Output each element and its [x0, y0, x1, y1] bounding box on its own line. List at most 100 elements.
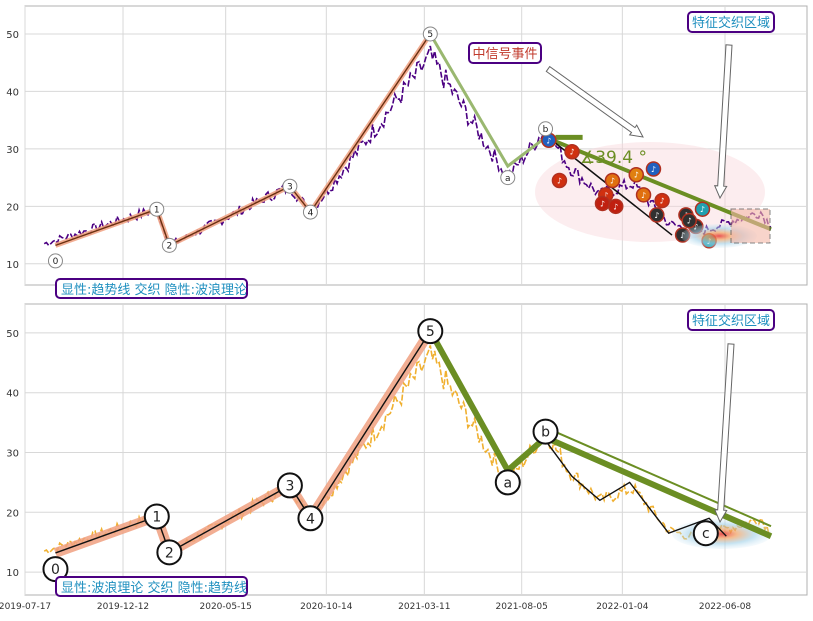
wave-label-circle	[538, 121, 554, 137]
wave-label-circle	[422, 26, 438, 42]
event-marker-glyph: ♪	[569, 148, 574, 157]
wave-correction-line	[429, 33, 547, 169]
event-marker-glyph: ♪	[651, 165, 656, 174]
event-marker	[564, 143, 580, 160]
wave-label-0: 0	[47, 253, 63, 269]
wave-line	[55, 33, 431, 247]
wave-label-2: 2	[156, 539, 183, 566]
wave-label-text: 4	[308, 208, 314, 218]
x-tick-label: 2022-06-08	[699, 602, 752, 612]
callout-text: 特征交织区域	[692, 313, 770, 329]
wave-label-text: 3	[287, 182, 293, 192]
event-marker	[635, 187, 652, 203]
wave-label-circle	[692, 520, 719, 547]
trend-line	[545, 426, 772, 528]
x-tick-label: 2020-05-15	[200, 602, 252, 612]
wave-label-circle	[161, 237, 177, 253]
feature-arrow	[713, 44, 733, 200]
wave-label-circle	[532, 418, 559, 445]
feature-arrow	[714, 343, 735, 524]
wave-label-text: 1	[152, 510, 161, 526]
wave-label-text: a	[503, 475, 512, 491]
x-tick-label: 2021-08-05	[496, 602, 548, 612]
event-marker	[551, 172, 568, 189]
top-wave-lines	[54, 32, 772, 248]
wave-label-text: a	[505, 174, 511, 184]
event-marker-glyph: ♪	[600, 199, 605, 208]
wave-label-5: 5	[422, 26, 438, 42]
x-tick-label: 2019-07-17	[0, 602, 51, 612]
callout-box	[468, 42, 542, 64]
y-tick-label: 40	[6, 87, 19, 98]
bottom-heat-zone	[672, 519, 772, 549]
wave-label-circle	[149, 201, 165, 217]
wave-label-text: 0	[51, 562, 60, 578]
wave-label-circle	[417, 318, 444, 345]
wave-label-circle	[282, 178, 298, 194]
wave-label-text: 2	[167, 242, 173, 252]
wave-label-text: 3	[285, 478, 294, 494]
x-axis-ticks: 2019-07-17 2019-12-12 2020-05-15 2020-10-14…	[0, 602, 751, 612]
wave-label-5: 5	[417, 318, 444, 345]
event-marker	[607, 198, 624, 215]
event-marker-glyph: ♪	[610, 176, 615, 185]
wave-label-c: c	[692, 520, 719, 547]
y-tick-label: 30	[6, 145, 19, 156]
y-tick-label: 20	[6, 202, 19, 213]
wave-label-a: a	[494, 469, 521, 496]
bottom-panel: 10 20 30 40 50 特征交织区域 0 1 2 3 4 5 a b c 显性:波浪理论 交织 隐…	[0, 303, 808, 612]
wave-label-text: b	[541, 425, 550, 441]
wave-label-text: b	[543, 125, 549, 135]
top-corner-label: 显性:趋势线 交织 隐性:波浪理论	[55, 278, 248, 299]
top-event-markers: ♪♪♪♪♪♪♪♪♪♪♪♪♪♪♪♪♪♪	[541, 132, 717, 249]
y-tick-label: 10	[6, 260, 19, 271]
wave-label-3: 3	[282, 178, 298, 194]
y-tick-label: 50	[6, 329, 19, 340]
bottom-corner-label-text: 显性:波浪理论 交织 隐性:趋势线	[61, 580, 247, 596]
wave-label-circle	[302, 204, 318, 220]
wave-label-text: 5	[427, 30, 433, 40]
event-marker-glyph: ♪	[603, 191, 608, 200]
y-tick-label: 40	[6, 389, 19, 400]
event-marker	[694, 201, 711, 217]
wave-label-circle	[47, 253, 63, 269]
callout-box	[687, 309, 775, 331]
event-marker	[645, 161, 662, 177]
wave-label-circle	[500, 170, 516, 186]
bottom-wave-labels: 0 1 2 3 4 5 a b c	[42, 318, 719, 583]
wave-label-text: c	[702, 526, 710, 542]
wave-label-b: b	[532, 418, 559, 445]
zigzag-line	[544, 440, 727, 537]
event-marker	[628, 166, 645, 183]
bottom-callouts: 特征交织区域	[687, 309, 775, 524]
event-marker	[681, 212, 697, 229]
top-wave-labels: 0 1 2 3 4 5 a b	[47, 26, 554, 269]
event-marker-glyph: ♪	[634, 171, 639, 180]
wave-label-text: 4	[306, 511, 315, 527]
event-marker	[654, 192, 670, 209]
wave-label-1: 1	[149, 201, 165, 217]
event-marker	[604, 172, 621, 189]
x-tick-label: 2019-12-12	[97, 602, 149, 612]
wave-label-4: 4	[302, 204, 318, 220]
top-y-ticks: 10 20 30 40 50	[6, 30, 19, 271]
x-tick-label: 2020-10-14	[300, 602, 353, 612]
wave-label-text: 1	[154, 205, 160, 215]
callout-signal-event: 中信号事件	[468, 42, 542, 64]
bottom-corner-label: 显性:波浪理论 交织 隐性:趋势线	[55, 576, 248, 597]
top-callouts: 中信号事件 特征交织区域	[468, 11, 775, 200]
bottom-corner-label-box	[55, 576, 248, 597]
event-marker-glyph: ♪	[641, 191, 646, 200]
event-marker-glyph: ♪	[687, 217, 692, 226]
wave-label-text: 2	[165, 545, 174, 561]
signal-arrow	[545, 65, 644, 138]
x-tick-label: 2022-01-04	[596, 602, 649, 612]
wave-label-4: 4	[297, 505, 324, 532]
bottom-wave-lines	[53, 328, 773, 558]
wave-label-circle	[494, 469, 521, 496]
wave-label-1: 1	[143, 503, 170, 530]
wave-correction-line	[427, 329, 773, 539]
y-tick-label: 50	[6, 30, 19, 41]
y-tick-label: 10	[6, 568, 19, 579]
